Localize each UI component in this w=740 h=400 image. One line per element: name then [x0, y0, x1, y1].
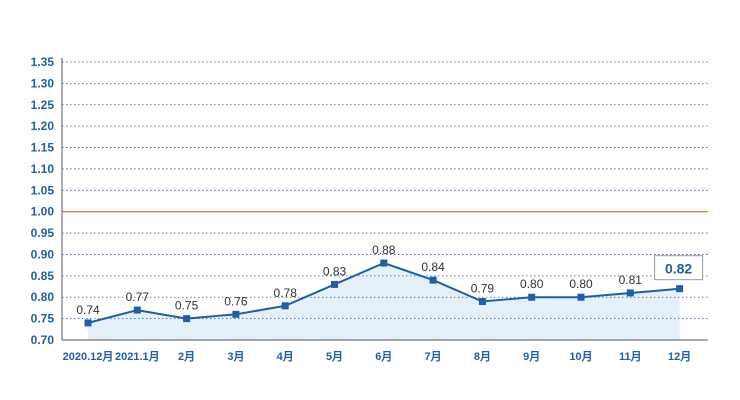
x-tick-label: 10月: [569, 350, 592, 363]
data-point: [429, 276, 437, 284]
y-tick-label: 0.85: [31, 269, 55, 283]
data-point: [232, 310, 240, 318]
data-label: 0.79: [471, 282, 495, 296]
x-tick-label: 8月: [474, 350, 491, 363]
x-tick-label: 11月: [619, 350, 642, 363]
data-label: 0.74: [76, 303, 100, 317]
y-tick-label: 0.90: [31, 247, 55, 261]
data-point: [331, 280, 338, 288]
x-tick-label: 5月: [326, 350, 343, 363]
y-tick-label: 1.20: [31, 119, 55, 133]
x-tick-label: 2021.1月: [115, 350, 160, 363]
y-tick-label: 1.15: [31, 141, 55, 155]
data-label: 0.88: [372, 243, 396, 257]
data-point: [626, 289, 634, 297]
data-point: [84, 319, 92, 327]
data-point: [183, 315, 191, 323]
data-label: 0.75: [175, 299, 199, 313]
x-tick-label: 6月: [375, 350, 392, 363]
data-label: 0.76: [224, 294, 248, 308]
y-tick-label: 0.95: [31, 226, 55, 240]
y-tick-label: 1.35: [31, 55, 55, 69]
data-label: 0.80: [520, 277, 544, 291]
data-label-highlight: 0.82: [665, 261, 692, 277]
y-tick-label: 1.05: [31, 183, 55, 197]
y-tick-label: 1.30: [31, 76, 55, 90]
y-tick-label: 0.70: [31, 333, 55, 347]
x-tick-label: 9月: [523, 350, 540, 363]
x-tick-label: 2020.12月: [63, 350, 114, 363]
x-tick-label: 12月: [668, 350, 691, 363]
y-tick-label: 1.25: [31, 98, 55, 112]
x-tick-label: 4月: [277, 350, 294, 363]
highlight-box: [654, 255, 704, 281]
data-label: 0.84: [421, 260, 445, 274]
data-point: [478, 298, 486, 306]
data-point: [676, 285, 684, 293]
data-point: [380, 259, 388, 267]
data-point: [577, 293, 585, 301]
y-tick-label: 1.00: [31, 205, 55, 219]
data-label: 0.78: [274, 286, 298, 300]
data-label: 0.80: [569, 277, 593, 291]
data-point: [281, 302, 289, 310]
data-point: [133, 306, 141, 314]
y-tick-label: 1.10: [31, 162, 55, 176]
data-label: 0.83: [323, 264, 347, 278]
data-point: [528, 293, 536, 301]
data-label: 0.77: [126, 290, 150, 304]
x-tick-label: 7月: [425, 350, 442, 363]
x-tick-label: 3月: [227, 350, 244, 363]
data-label: 0.81: [619, 273, 643, 287]
area-fill: [88, 263, 680, 340]
x-tick-label: 2月: [178, 350, 195, 363]
y-tick-label: 0.75: [31, 312, 55, 326]
y-tick-label: 0.80: [31, 290, 55, 304]
